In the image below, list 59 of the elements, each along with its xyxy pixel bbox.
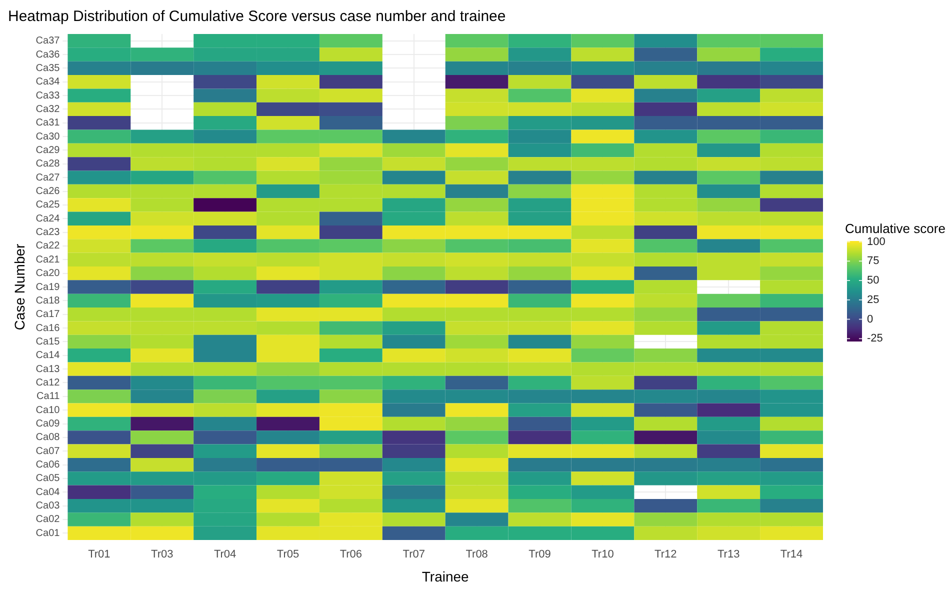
x-tick-label: Tr04	[214, 548, 236, 561]
x-tick-label: Tr13	[717, 548, 740, 561]
y-tick-label: Ca02	[36, 514, 60, 526]
x-tick-label: Tr10	[592, 548, 614, 561]
color-bar-label: 100	[867, 236, 886, 248]
y-tick-label: Ca13	[36, 364, 60, 375]
y-tick-label: Ca32	[36, 104, 60, 115]
x-tick-label: Tr07	[402, 548, 425, 561]
y-tick-label: Ca01	[36, 528, 60, 539]
color-bar-title: Cumulative score	[845, 221, 946, 236]
y-tick-label: Ca35	[36, 62, 60, 74]
y-tick-label: Ca27	[36, 172, 60, 184]
x-tick-label: Tr12	[654, 548, 677, 561]
x-tick-label: Tr14	[780, 548, 803, 561]
y-tick-label: Ca06	[36, 460, 60, 471]
y-tick-label: Ca23	[36, 227, 60, 238]
y-tick-label: Ca28	[36, 158, 60, 170]
color-bar-label: 25	[867, 294, 880, 306]
y-tick-label: Ca34	[36, 76, 60, 88]
y-tick-label: Ca19	[36, 282, 60, 293]
color-bar-label: -25	[867, 332, 883, 345]
y-tick-label: Ca20	[36, 268, 60, 280]
y-tick-label: Ca26	[36, 186, 60, 198]
color-bar-label: 0	[867, 313, 874, 326]
y-tick-label: Ca03	[36, 500, 60, 512]
y-tick-label: Ca17	[36, 309, 60, 320]
y-tick-label: Ca04	[36, 486, 60, 498]
y-tick-label: Ca09	[36, 418, 60, 430]
color-bar-label: 50	[867, 274, 880, 287]
y-tick-label: Ca25	[36, 200, 60, 211]
y-tick-label: Ca29	[36, 144, 60, 156]
y-tick-label: Ca24	[36, 213, 60, 224]
y-tick-label: Ca10	[36, 404, 60, 416]
y-tick-label: Ca33	[36, 90, 60, 102]
color-bar-label: 75	[867, 255, 880, 268]
y-tick-label: Ca18	[36, 295, 60, 306]
x-axis-title: Trainee	[422, 568, 470, 584]
x-tick-label: Tr08	[466, 548, 488, 561]
y-tick-label: Ca16	[36, 322, 60, 334]
x-tick-label: Tr01	[88, 548, 110, 561]
y-tick-label: Ca05	[36, 473, 60, 484]
y-tick-label: Ca36	[36, 49, 60, 60]
y-tick-label: Ca08	[36, 432, 60, 444]
y-tick-label: Ca14	[36, 350, 60, 362]
y-tick-label: Ca21	[36, 254, 60, 266]
y-tick-label: Ca30	[36, 131, 60, 142]
y-tick-label: Ca15	[36, 336, 60, 348]
x-tick-label: Tr06	[340, 548, 362, 561]
chart-title: Heatmap Distribution of Cumulative Score versus case number and trainee	[8, 8, 506, 26]
y-tick-label: Ca22	[36, 240, 60, 252]
y-tick-label: Ca31	[36, 118, 60, 129]
y-tick-label: Ca37	[36, 36, 60, 47]
x-tick-label: Tr05	[276, 548, 300, 561]
x-tick-label: Tr03	[151, 548, 174, 561]
y-tick-label: Ca07	[36, 446, 60, 457]
y-tick-label: Ca12	[36, 377, 60, 388]
y-tick-label: Ca11	[36, 391, 60, 402]
y-axis-title: Case Number	[11, 243, 28, 330]
x-tick-label: Tr09	[528, 548, 551, 561]
